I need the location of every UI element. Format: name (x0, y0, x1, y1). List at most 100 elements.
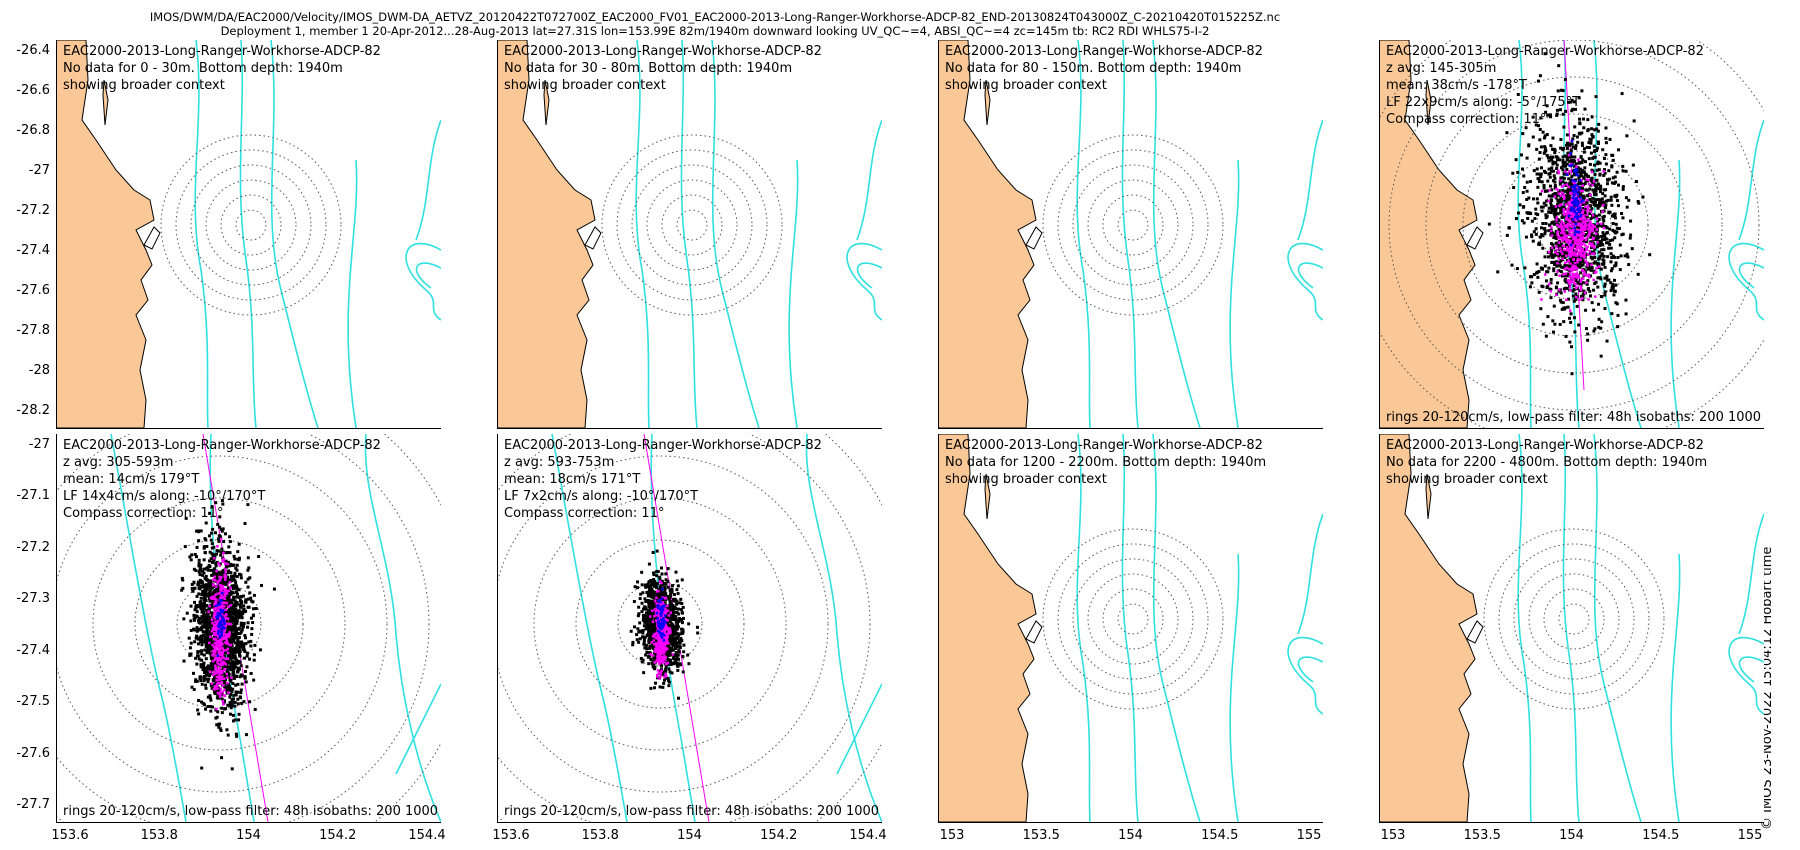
scatter-point (1629, 219, 1633, 223)
scatter-point (1551, 231, 1555, 235)
lowpass-point (220, 600, 223, 604)
scatter-point (1598, 190, 1602, 194)
scatter-point (645, 633, 649, 637)
lowpass-point (1580, 223, 1583, 227)
scatter-point (210, 611, 214, 615)
scatter-point (1526, 216, 1530, 220)
scatter-point (1563, 306, 1567, 310)
scatter-point (211, 683, 215, 687)
lowpass-point (1562, 195, 1566, 198)
scatter-point (1602, 261, 1606, 265)
scatter-point (1546, 255, 1550, 259)
scatter-point (201, 668, 205, 672)
scatter-point (1566, 100, 1570, 104)
scatter-point (235, 568, 239, 572)
mean-point (1569, 243, 1573, 247)
scatter-point (1574, 162, 1578, 166)
lowpass-point (214, 664, 217, 668)
scatter-point (1597, 122, 1601, 126)
lowpass-point (219, 644, 223, 648)
scatter-point (639, 592, 643, 596)
lowpass-point (213, 595, 216, 598)
scatter-point (1530, 235, 1534, 239)
scatter-point (1610, 153, 1614, 157)
scatter-point (1604, 241, 1608, 245)
scatter-point (1534, 232, 1538, 236)
scatter-point (649, 583, 653, 587)
scatter-point (245, 654, 249, 658)
lowpass-point (1591, 224, 1595, 227)
scatter-point (236, 661, 240, 665)
scatter-point (244, 609, 248, 613)
lowpass-point (1573, 238, 1577, 242)
scatter-point (1544, 171, 1548, 175)
lowpass-point (1559, 247, 1562, 250)
lowpass-point (220, 661, 223, 665)
lowpass-point (1562, 273, 1565, 276)
scatter-point (1594, 214, 1598, 218)
scatter-point (1563, 164, 1567, 168)
scatter-point (250, 632, 254, 636)
scatter-point (235, 587, 239, 591)
scatter-point (1584, 188, 1588, 192)
scatter-point (1627, 263, 1631, 267)
scatter-point (229, 651, 233, 655)
scatter-point (1545, 153, 1549, 157)
scatter-point (676, 636, 680, 640)
lowpass-point (1561, 244, 1565, 248)
lowpass-point (225, 601, 229, 605)
lowpass-point (1562, 210, 1565, 213)
scatter-point (1546, 284, 1550, 288)
lowpass-point (1561, 239, 1564, 243)
scatter-point (669, 613, 673, 617)
scatter-point (217, 583, 221, 587)
scatter-point (1580, 160, 1584, 164)
scatter-point (660, 572, 664, 576)
scatter-point (246, 597, 250, 601)
lowpass-point (1579, 258, 1582, 261)
lowpass-point (1556, 230, 1560, 233)
scatter-point (232, 666, 236, 670)
scatter-point (1555, 163, 1559, 167)
scatter-point (1599, 354, 1603, 358)
scatter-point (225, 686, 229, 690)
lowpass-point (212, 607, 216, 611)
lowpass-point (213, 612, 216, 615)
scatter-point (1603, 307, 1607, 311)
scatter-point (661, 685, 665, 689)
scatter-point (204, 671, 208, 675)
scatter-point (1571, 137, 1575, 141)
scatter-point (204, 604, 208, 608)
mean-point (1581, 199, 1585, 202)
lowpass-point (1580, 178, 1583, 182)
lowpass-point (221, 669, 224, 673)
scatter-point (1611, 158, 1615, 162)
scatter-point (647, 641, 651, 645)
panel-footer: rings 20-120cm/s, low-pass filter: 48h i… (1386, 410, 1764, 425)
scatter-point (1554, 229, 1558, 233)
scatter-point (189, 628, 193, 632)
scatter-point (1561, 255, 1565, 259)
lowpass-point (1573, 275, 1577, 278)
lowpass-point (1580, 243, 1584, 247)
lowpass-point (1592, 180, 1596, 183)
scatter-point (636, 580, 640, 584)
scatter-point (1594, 193, 1598, 197)
scatter-point (1543, 145, 1547, 149)
scatter-point (651, 665, 655, 669)
scatter-point (1576, 190, 1580, 194)
scatter-point (1614, 222, 1618, 226)
mean-point (1580, 200, 1583, 203)
scatter-point (1593, 172, 1597, 176)
y-tick-label: -27.5 (16, 694, 50, 710)
mean-point (1573, 197, 1576, 201)
panel-annotation: EAC2000-2013-Long-Ranger-Workhorse-ADCP-… (63, 437, 381, 522)
scatter-point (1544, 279, 1548, 283)
lowpass-point (1583, 227, 1586, 231)
lowpass-point (1565, 215, 1568, 219)
scatter-point (1543, 229, 1547, 233)
scatter-point (239, 643, 243, 647)
lowpass-point (1568, 275, 1572, 278)
scatter-point (1557, 64, 1561, 68)
lowpass-point (1566, 279, 1570, 282)
